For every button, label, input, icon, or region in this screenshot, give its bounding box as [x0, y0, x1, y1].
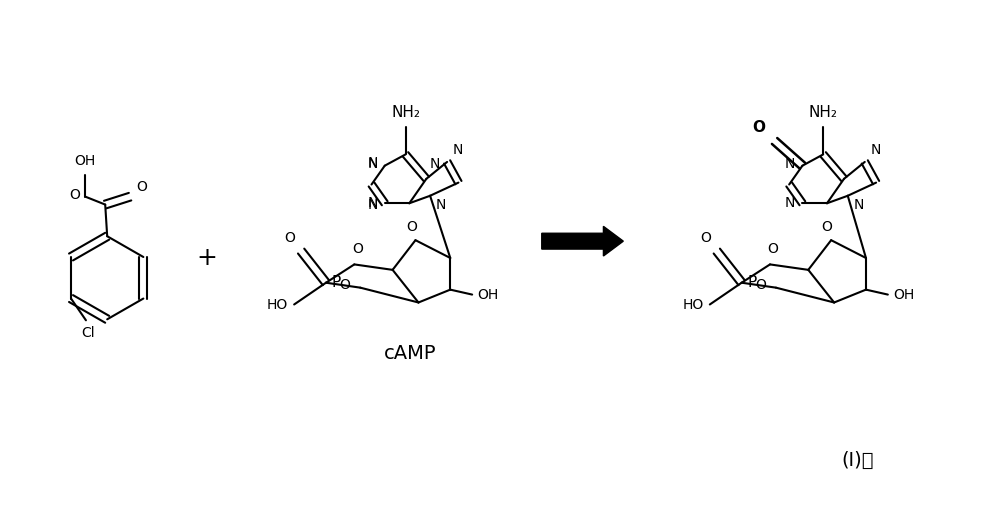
FancyArrow shape [542, 226, 623, 256]
Text: P: P [332, 275, 341, 290]
Text: O: O [755, 278, 766, 292]
Text: N: N [367, 156, 378, 170]
Text: N: N [785, 196, 795, 210]
Text: N: N [367, 156, 378, 171]
Text: O: O [136, 180, 147, 194]
Text: O: O [352, 242, 363, 255]
Text: N: N [453, 143, 463, 157]
Text: N: N [871, 143, 881, 157]
Text: O: O [339, 278, 350, 292]
Text: N: N [367, 198, 378, 212]
Text: +: + [196, 246, 217, 270]
Text: P: P [748, 275, 757, 290]
Text: cAMP: cAMP [384, 344, 437, 363]
Text: N: N [429, 157, 440, 171]
Text: NH₂: NH₂ [809, 105, 838, 120]
Text: O: O [69, 188, 80, 202]
Text: N: N [436, 198, 446, 212]
Text: OH: OH [75, 154, 96, 168]
Text: N: N [785, 156, 795, 171]
Text: HO: HO [683, 299, 704, 312]
Text: HO: HO [267, 299, 288, 312]
Text: (Ⅰ)。: (Ⅰ)。 [842, 451, 874, 470]
Text: OH: OH [893, 288, 914, 302]
Text: O: O [700, 231, 711, 245]
Text: O: O [768, 242, 778, 255]
Text: OH: OH [477, 288, 498, 302]
Text: O: O [822, 220, 833, 234]
Text: O: O [753, 120, 766, 135]
Text: NH₂: NH₂ [391, 105, 420, 120]
Text: N: N [854, 198, 864, 212]
Text: Cl: Cl [81, 326, 95, 340]
Text: N: N [367, 196, 378, 210]
Text: O: O [406, 220, 417, 234]
Text: O: O [284, 231, 295, 245]
